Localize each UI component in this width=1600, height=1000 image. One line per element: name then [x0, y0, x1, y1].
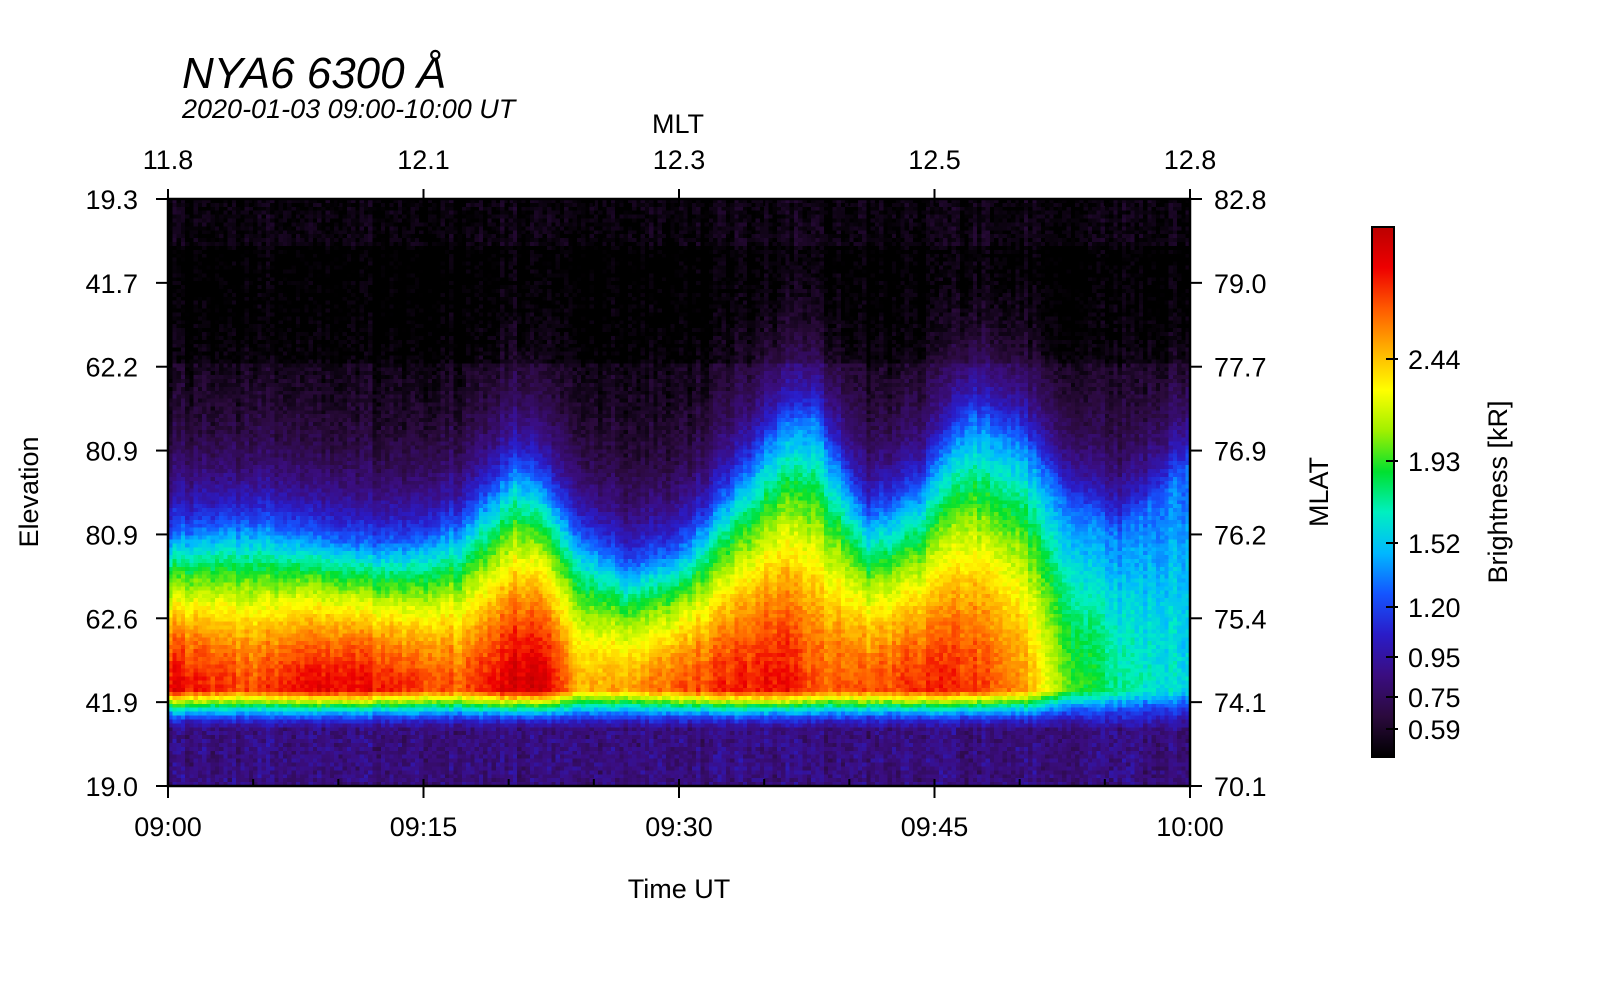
colorbar-tick-label: 0.75: [1408, 683, 1461, 713]
x-tick-label: 09:00: [134, 812, 202, 842]
colorbar-tick-label: 1.93: [1408, 447, 1461, 477]
y-right-tick-label: 77.7: [1214, 353, 1267, 383]
chart-title: NYA6 6300 Å: [182, 49, 446, 98]
colorbar-ticks: 0.590.75 0.95 1.20 1.52 1.93 2.44: [1386, 345, 1461, 745]
y-left-tick-label: 41.7: [85, 269, 138, 299]
x-top-tick-label: 12.5: [908, 145, 961, 175]
colorbar-tick-label: 1.20: [1408, 593, 1461, 623]
y-right-tick-label: 74.1: [1214, 688, 1267, 718]
x-tick-label: 09:15: [390, 812, 458, 842]
y-left-tick-label: 19.3: [85, 185, 138, 215]
colorbar-gradient: [1371, 226, 1395, 758]
x-tick-label: 10:00: [1156, 812, 1224, 842]
y-right-tick-label: 76.2: [1214, 520, 1267, 550]
x-top-tick-label: 11.8: [143, 145, 194, 175]
colorbar-label: Brightness [kR]: [1483, 400, 1513, 583]
x-tick-label: 09:45: [901, 812, 969, 842]
y-axis-label: Elevation: [14, 436, 44, 547]
y-right-tick-label: 82.8: [1214, 185, 1267, 215]
heatmap: [166, 197, 1192, 788]
x-top-tick-label: 12.1: [397, 145, 450, 175]
y-left-tick-label: 41.9: [85, 688, 138, 718]
y-right-tick-label: 75.4: [1214, 604, 1267, 634]
y-right-axis-label: MLAT: [1304, 457, 1334, 527]
colorbar-tick-label: 0.59: [1408, 715, 1461, 745]
y-left-tick-label: 80.9: [85, 520, 138, 550]
y-left-tick-label: 80.9: [85, 437, 138, 467]
y-right-tick-label: 76.9: [1214, 437, 1267, 467]
x-axis-label: Time UT: [628, 874, 731, 904]
y-left-tick-label: 62.6: [85, 604, 138, 634]
colorbar-tick-label: 2.44: [1408, 345, 1461, 375]
x-top-axis-label: MLT: [652, 109, 704, 139]
heatmap-image: [168, 199, 1190, 786]
chart-subtitle: 2020-01-03 09:00-10:00 UT: [181, 94, 518, 124]
y-right-tick-label: 79.0: [1214, 269, 1267, 299]
colorbar-tick-label: 0.95: [1408, 643, 1461, 673]
x-top-tick-label: 12.3: [653, 145, 706, 175]
x-top-tick-label: 12.8: [1164, 145, 1217, 175]
axis-ticks: 09:00 09:15 09:30 09:45 10:00 11.8 12.1 12.3 12.…: [85, 145, 1266, 842]
y-right-tick-label: 70.1: [1214, 772, 1267, 802]
x-tick-label: 09:30: [645, 812, 713, 842]
colorbar: 0.590.75 0.95 1.20 1.52 1.93 2.44 Brightness …: [1371, 226, 1513, 758]
y-left-tick-label: 62.2: [85, 353, 138, 383]
colorbar-tick-label: 1.52: [1408, 529, 1461, 559]
y-left-tick-label: 19.0: [85, 772, 138, 802]
